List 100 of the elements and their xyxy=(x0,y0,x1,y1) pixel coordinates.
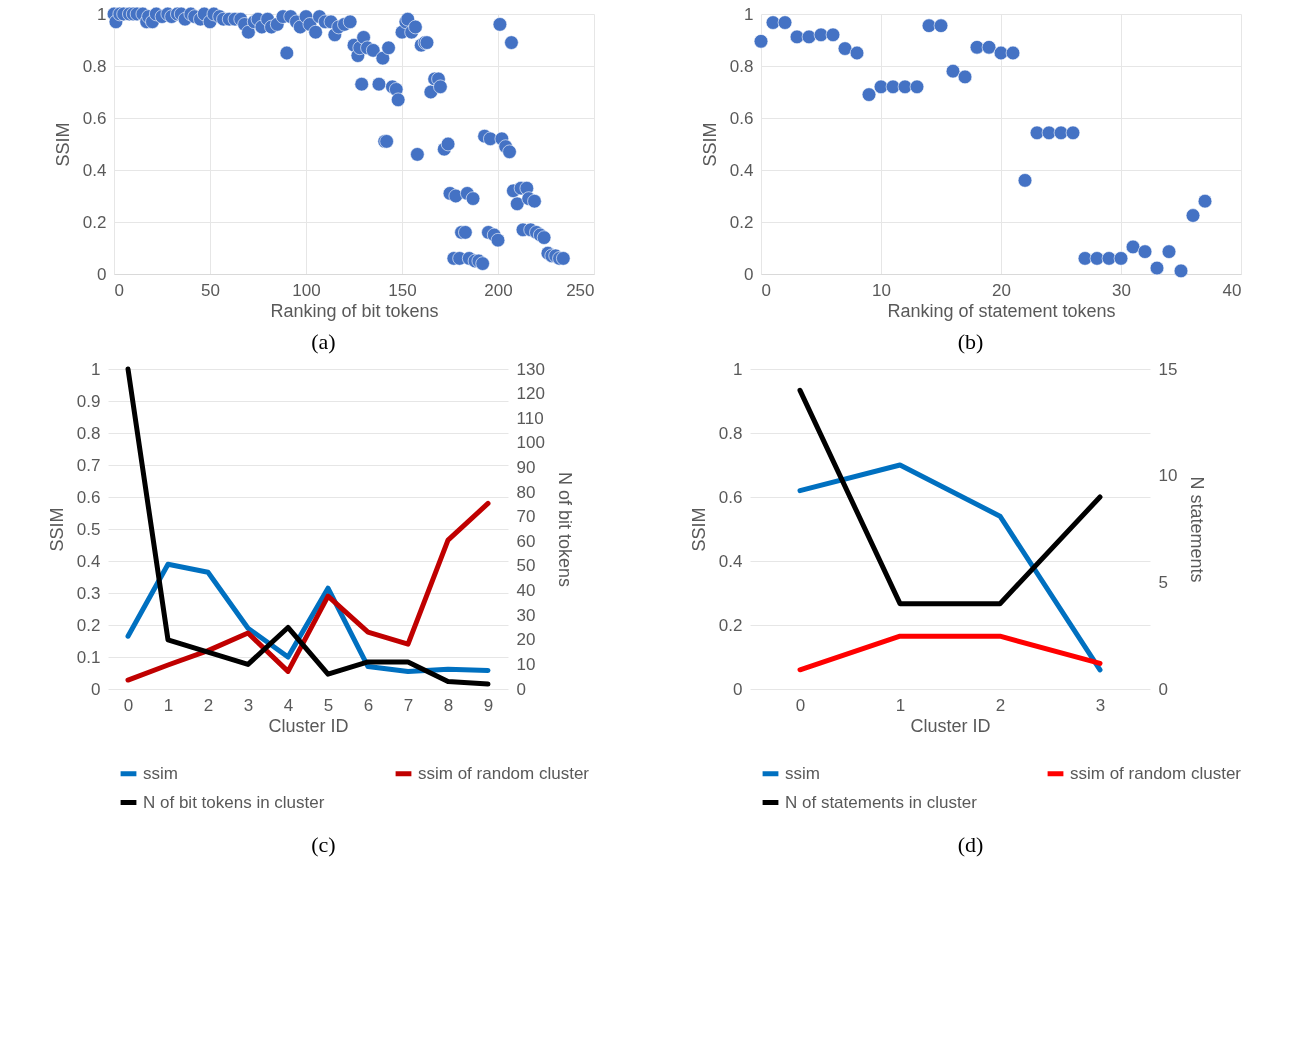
x-tick-label: 3 xyxy=(1095,695,1106,715)
y2-tick-label: 5 xyxy=(1158,572,1168,592)
x-tick-label: 0 xyxy=(761,280,771,300)
point xyxy=(885,79,900,94)
point xyxy=(1125,239,1140,255)
y-tick-label: 0 xyxy=(733,679,743,699)
x-tick-label: 1 xyxy=(163,695,174,715)
y-tick-label: 0.6 xyxy=(718,487,743,507)
x-tick-label: 200 xyxy=(483,280,513,300)
x-tick-label: 0 xyxy=(795,695,806,715)
legend-label: ssim of random cluster xyxy=(1070,763,1242,783)
legend-label: ssim xyxy=(143,763,178,783)
y2-tick-label: 110 xyxy=(516,408,544,428)
y-tick-label: 0.8 xyxy=(718,423,743,443)
x-tick-label: 50 xyxy=(200,280,220,300)
text: (d) xyxy=(957,832,984,858)
y2-tick-label: 100 xyxy=(516,433,545,453)
y2-tick-label: 90 xyxy=(516,457,536,477)
point xyxy=(837,41,852,56)
point xyxy=(1017,173,1032,188)
y-tick-label: 0.5 xyxy=(76,519,101,539)
y2-tick-label: 120 xyxy=(516,384,545,404)
y-tick-label: 0.6 xyxy=(76,487,101,507)
y2-axis-title: N statements xyxy=(1187,476,1208,583)
point xyxy=(813,27,828,42)
x-tick-label: 150 xyxy=(387,280,417,300)
x-tick-label: 9 xyxy=(483,695,494,715)
y-tick-label: 0.6 xyxy=(729,108,753,128)
x-tick-label: 100 xyxy=(291,280,321,300)
legend-label: ssim xyxy=(785,763,820,783)
point xyxy=(1077,251,1092,266)
y-tick-label: 0 xyxy=(743,264,753,284)
y-tick-label: 0.4 xyxy=(729,160,753,180)
x-tick-label: 0 xyxy=(114,280,124,300)
y-tick-label: 0.2 xyxy=(718,615,743,635)
y2-tick-label: 10 xyxy=(516,654,536,674)
y-tick-label: 0.6 xyxy=(82,108,106,128)
point xyxy=(1089,251,1104,266)
x-axis-title: Cluster ID xyxy=(268,715,349,736)
point xyxy=(921,18,936,33)
point xyxy=(1041,125,1056,140)
y-tick-label: 0 xyxy=(96,264,106,284)
x-tick-label: 3 xyxy=(243,695,254,715)
y-tick-label: 0.7 xyxy=(76,455,101,475)
x-tick-label: 7 xyxy=(403,695,414,715)
x-tick-label: 5 xyxy=(323,695,334,715)
legend-label: N of statements in cluster xyxy=(785,792,978,812)
y-tick-label: 0.2 xyxy=(729,212,753,232)
point xyxy=(825,27,840,42)
point xyxy=(1161,244,1176,259)
point xyxy=(969,40,984,55)
x-tick-label: 4 xyxy=(283,695,294,715)
point xyxy=(849,45,864,61)
point xyxy=(957,69,972,85)
point xyxy=(981,40,996,55)
y2-tick-label: 0 xyxy=(516,679,526,699)
x-axis-title: Ranking of bit tokens xyxy=(269,300,439,321)
y-tick-label: 0.8 xyxy=(82,56,106,76)
y2-tick-label: 80 xyxy=(516,482,536,502)
x-tick-label: 250 xyxy=(565,280,594,300)
y2-tick-label: 130 xyxy=(516,359,545,379)
y-tick-label: 1 xyxy=(96,4,106,24)
x-tick-label: 8 xyxy=(443,695,454,715)
y-tick-label: 0.2 xyxy=(76,615,101,635)
y-axis-title: SSIM xyxy=(46,507,67,552)
y-tick-label: 0.9 xyxy=(76,391,101,411)
y-tick-label: 1 xyxy=(733,359,743,379)
y2-axis-title: N of bit tokens xyxy=(554,471,575,588)
point xyxy=(777,15,792,30)
x-tick-label: 2 xyxy=(995,695,1006,715)
x-axis-title: Cluster ID xyxy=(910,715,991,736)
x-tick-label: 40 xyxy=(1222,280,1241,300)
point xyxy=(945,64,960,79)
y-tick-label: 0.3 xyxy=(76,583,101,603)
y-axis-title: SSIM xyxy=(688,507,709,552)
x-tick-label: 0 xyxy=(123,695,134,715)
legend-label: N of bit tokens in cluster xyxy=(143,792,325,812)
x-axis-title: Ranking of statement tokens xyxy=(886,300,1116,321)
y-tick-label: 0.4 xyxy=(718,551,743,571)
y2-tick-label: 10 xyxy=(1158,466,1178,486)
y2-tick-label: 70 xyxy=(516,507,536,527)
y2-tick-label: 40 xyxy=(516,581,536,601)
y2-tick-label: 15 xyxy=(1158,359,1178,379)
legend-label: ssim of random cluster xyxy=(418,763,590,783)
point xyxy=(1113,251,1128,266)
x-tick-label: 20 xyxy=(991,280,1011,300)
y-tick-label: 0 xyxy=(91,679,101,699)
y-tick-label: 0.8 xyxy=(76,423,101,443)
point xyxy=(1173,263,1188,279)
x-tick-label: 6 xyxy=(363,695,374,715)
point xyxy=(1197,194,1212,209)
y-tick-label: 1 xyxy=(743,4,753,24)
y2-tick-label: 50 xyxy=(516,556,536,576)
point xyxy=(1137,244,1152,259)
y2-tick-label: 0 xyxy=(1158,679,1168,699)
point xyxy=(861,87,876,102)
y-tick-label: 0.4 xyxy=(82,160,106,180)
point xyxy=(1029,125,1044,140)
point xyxy=(933,18,948,33)
point xyxy=(897,79,912,94)
